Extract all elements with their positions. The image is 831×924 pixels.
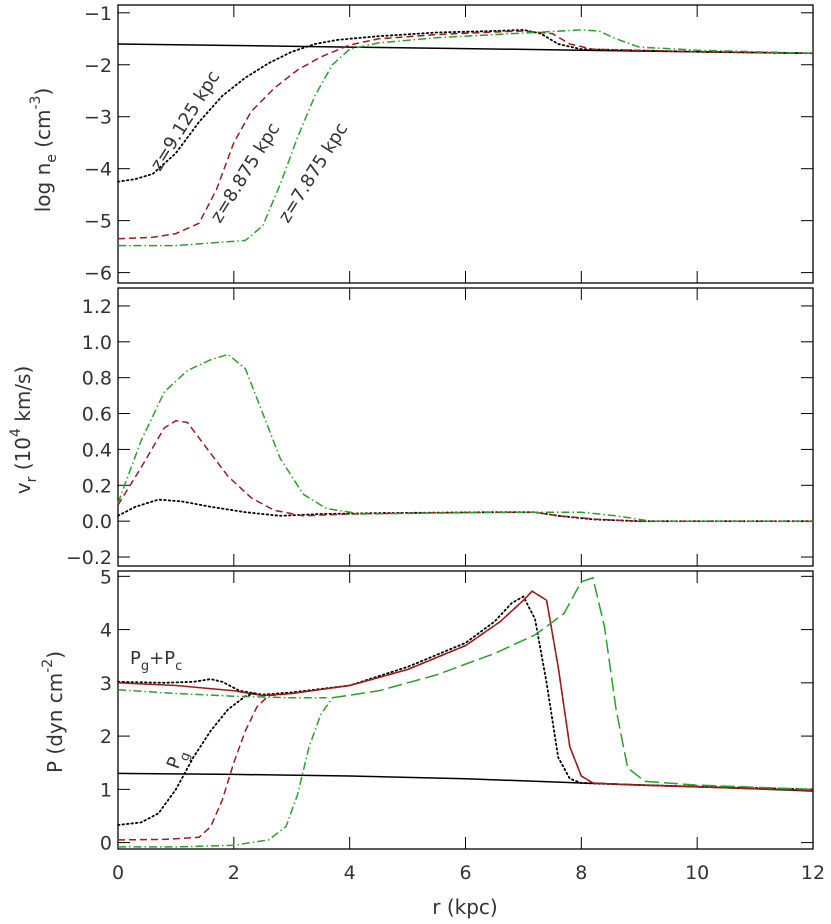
y-tick-label: −5 bbox=[84, 211, 112, 233]
x-tick-label: 8 bbox=[575, 862, 587, 884]
annotation-z-7-875: z=7.875 kpc bbox=[274, 119, 352, 226]
x-axis-title: r (kpc) bbox=[432, 895, 497, 919]
panel-top-y-ticks: −6 −5 −4 −3 −2 −1 bbox=[84, 3, 813, 285]
y-tick-label: 0.2 bbox=[82, 475, 112, 497]
panel-middle-y-ticks: −0.2 0.0 0.2 0.4 0.6 0.8 1.0 1.2 bbox=[66, 296, 813, 569]
y-tick-label: 1.2 bbox=[82, 296, 112, 318]
annotation-pg: Pg bbox=[163, 747, 194, 774]
panel-middle-x-ticks bbox=[117, 288, 814, 566]
x-tick-label: 4 bbox=[344, 862, 356, 884]
panel-top-x-ticks bbox=[117, 5, 814, 283]
x-tick-label: 12 bbox=[801, 862, 825, 884]
y-tick-label: 1 bbox=[100, 779, 112, 801]
y-tick-label: 0.4 bbox=[82, 439, 112, 461]
annotation-pg-plus-pc: Pg+Pc bbox=[130, 648, 182, 674]
y-tick-label: 2 bbox=[100, 726, 112, 748]
y-tick-label: 4 bbox=[100, 620, 112, 642]
panel-middle-series bbox=[117, 353, 814, 523]
series-line-dashdot-green bbox=[117, 353, 813, 522]
panel-bottom-y-axis-title: P (dyn cm-2) bbox=[40, 651, 67, 773]
panel-top-y-axis-title: log ne (cm-3) bbox=[28, 88, 60, 213]
series-line-dashed-red bbox=[117, 590, 814, 841]
y-tick-label: −1 bbox=[84, 3, 112, 25]
panel-middle: −0.2 0.0 0.2 0.4 0.6 0.8 1.0 1.2 vr (104 km/s) bbox=[8, 287, 814, 569]
panel-top-frame bbox=[117, 4, 814, 284]
panel-middle-y-axis-title: vr (104 km/s) bbox=[8, 366, 40, 495]
series-line-solid-red bbox=[117, 590, 814, 792]
y-tick-label: −3 bbox=[84, 107, 112, 129]
panel-top: −6 −5 −4 −3 −2 −1 log ne (cm-3) z=9.125 kpc z… bbox=[28, 3, 814, 285]
y-tick-label: 0.6 bbox=[82, 404, 112, 426]
series-line-dashdot-green bbox=[117, 689, 327, 699]
series-line-dotted-black bbox=[117, 595, 814, 791]
panel-top-series bbox=[117, 28, 814, 247]
series-line-solid-black bbox=[117, 43, 814, 55]
series-line-dotted-black bbox=[117, 28, 814, 183]
y-tick-label: 1.0 bbox=[82, 332, 112, 354]
y-tick-label: 3 bbox=[100, 673, 112, 695]
panel-bottom-x-ticks: 0 2 4 6 8 10 12 bbox=[112, 571, 825, 884]
x-tick-label: 2 bbox=[228, 862, 240, 884]
series-line-dotted-black bbox=[117, 691, 258, 826]
panel-bottom-frame bbox=[117, 570, 814, 850]
series-line-dashdot-green bbox=[118, 29, 814, 247]
y-tick-label: 0.0 bbox=[82, 511, 112, 533]
y-tick-label: 0.8 bbox=[82, 368, 112, 390]
annotation-z-8-875: z=8.875 kpc bbox=[206, 119, 284, 226]
panel-middle-frame bbox=[117, 287, 814, 567]
series-line-longdash-green bbox=[332, 576, 814, 791]
y-tick-label: −4 bbox=[84, 159, 112, 181]
series-line-dotted-black bbox=[117, 498, 814, 523]
series-line-dashed-red bbox=[117, 30, 814, 240]
y-tick-label: 5 bbox=[100, 566, 112, 588]
x-tick-label: 0 bbox=[112, 862, 124, 884]
y-tick-label: −2 bbox=[84, 55, 112, 77]
panel-bottom-y-ticks: 0 1 2 3 4 5 bbox=[100, 566, 813, 855]
series-line-solid-black bbox=[117, 772, 814, 792]
series-line-dashdot-green bbox=[118, 697, 333, 848]
y-tick-label: 0 bbox=[100, 833, 112, 855]
y-tick-label: −0.2 bbox=[66, 547, 112, 569]
series-line-dashed-red bbox=[117, 419, 813, 522]
y-tick-label: −6 bbox=[84, 263, 112, 285]
annotation-z-9-125: z=9.125 kpc bbox=[146, 67, 224, 174]
x-tick-label: 6 bbox=[459, 862, 471, 884]
panel-bottom-series bbox=[117, 576, 814, 848]
x-tick-label: 10 bbox=[685, 862, 709, 884]
